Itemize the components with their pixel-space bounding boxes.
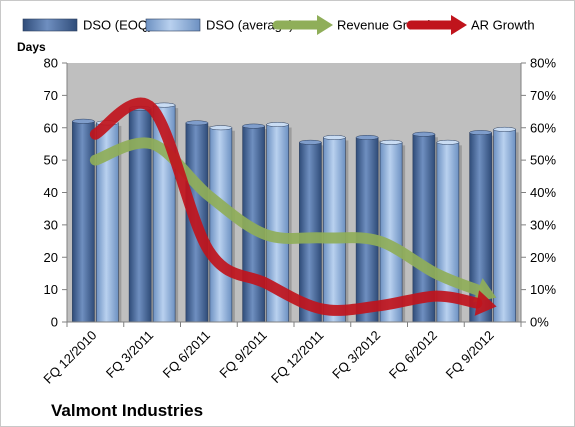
y-tick-label: 30	[44, 217, 58, 232]
x-tick-label: FQ 3/2012	[329, 328, 383, 382]
y-tick-label: 40	[44, 185, 58, 200]
y-tick-label: 70	[44, 88, 58, 103]
series-line	[89, 137, 484, 296]
legend-arrowhead	[317, 15, 333, 35]
y-tick-label: 0	[51, 315, 58, 330]
y-tick-label: 60	[44, 120, 58, 135]
legend-arrowhead	[451, 15, 467, 35]
bar	[72, 120, 95, 323]
chart-title: Valmont Industries	[51, 401, 203, 420]
bar-cap	[355, 135, 379, 140]
legend-label: AR Growth	[471, 18, 535, 33]
x-tick-label: FQ 9/2011	[216, 328, 269, 381]
y2-tick-label: 0%	[530, 315, 549, 330]
x-tick-label: FQ 6/2012	[386, 328, 440, 382]
bar-cap	[436, 139, 460, 145]
bar-cap	[412, 131, 436, 137]
bars	[72, 102, 519, 323]
legend-swatch	[22, 18, 78, 32]
bar-cap	[493, 126, 516, 132]
y2-tick-label: 10%	[530, 282, 556, 297]
y-tick-label: 80	[44, 56, 58, 71]
x-tick-label: FQ 9/2012	[443, 328, 497, 382]
bar	[299, 142, 322, 323]
bar	[379, 142, 403, 323]
y2-tick-label: 80%	[530, 56, 556, 71]
series-arrowhead	[474, 290, 497, 316]
bar-cap	[379, 139, 403, 145]
bar-cap	[209, 125, 233, 131]
legend-label: DSO (EOQ)	[83, 18, 152, 33]
y-tick-label: 50	[44, 153, 58, 168]
growth-lines	[89, 97, 497, 316]
y2-tick-label: 60%	[530, 120, 556, 135]
bar-cap	[323, 135, 346, 140]
bar-cap	[185, 120, 209, 126]
series-line	[89, 97, 483, 316]
bar-cap	[266, 122, 289, 127]
legend-swatch	[145, 18, 201, 32]
y2-tick-label: 40%	[530, 185, 556, 200]
y2-tick-label: 70%	[530, 88, 556, 103]
bar	[209, 127, 233, 323]
y2-tick-label: 30%	[530, 217, 556, 232]
x-tick-label: FQ 12/2011	[268, 328, 326, 386]
legend-label: DSO (average)	[206, 18, 293, 33]
x-tick-label: FQ 3/2011	[103, 328, 156, 381]
y-tick-label: 20	[44, 250, 58, 265]
legend: DSO (EOQ) DSO (average) Revenue Growth AR G…	[22, 15, 535, 35]
y2-tick-label: 20%	[530, 250, 556, 265]
bar	[493, 129, 516, 323]
x-tick-label: FQ 6/2011	[160, 328, 213, 381]
bar-cap	[469, 130, 492, 136]
bar-cap	[299, 139, 322, 145]
y-tick-label: 10	[44, 282, 58, 297]
bar-cap	[72, 118, 95, 124]
y-axis-title: Days	[17, 40, 46, 54]
x-tick-label: FQ 12/2010	[40, 328, 99, 387]
bar	[323, 137, 346, 323]
bar	[355, 137, 379, 323]
y2-tick-label: 50%	[530, 153, 556, 168]
bar-cap	[242, 123, 265, 129]
